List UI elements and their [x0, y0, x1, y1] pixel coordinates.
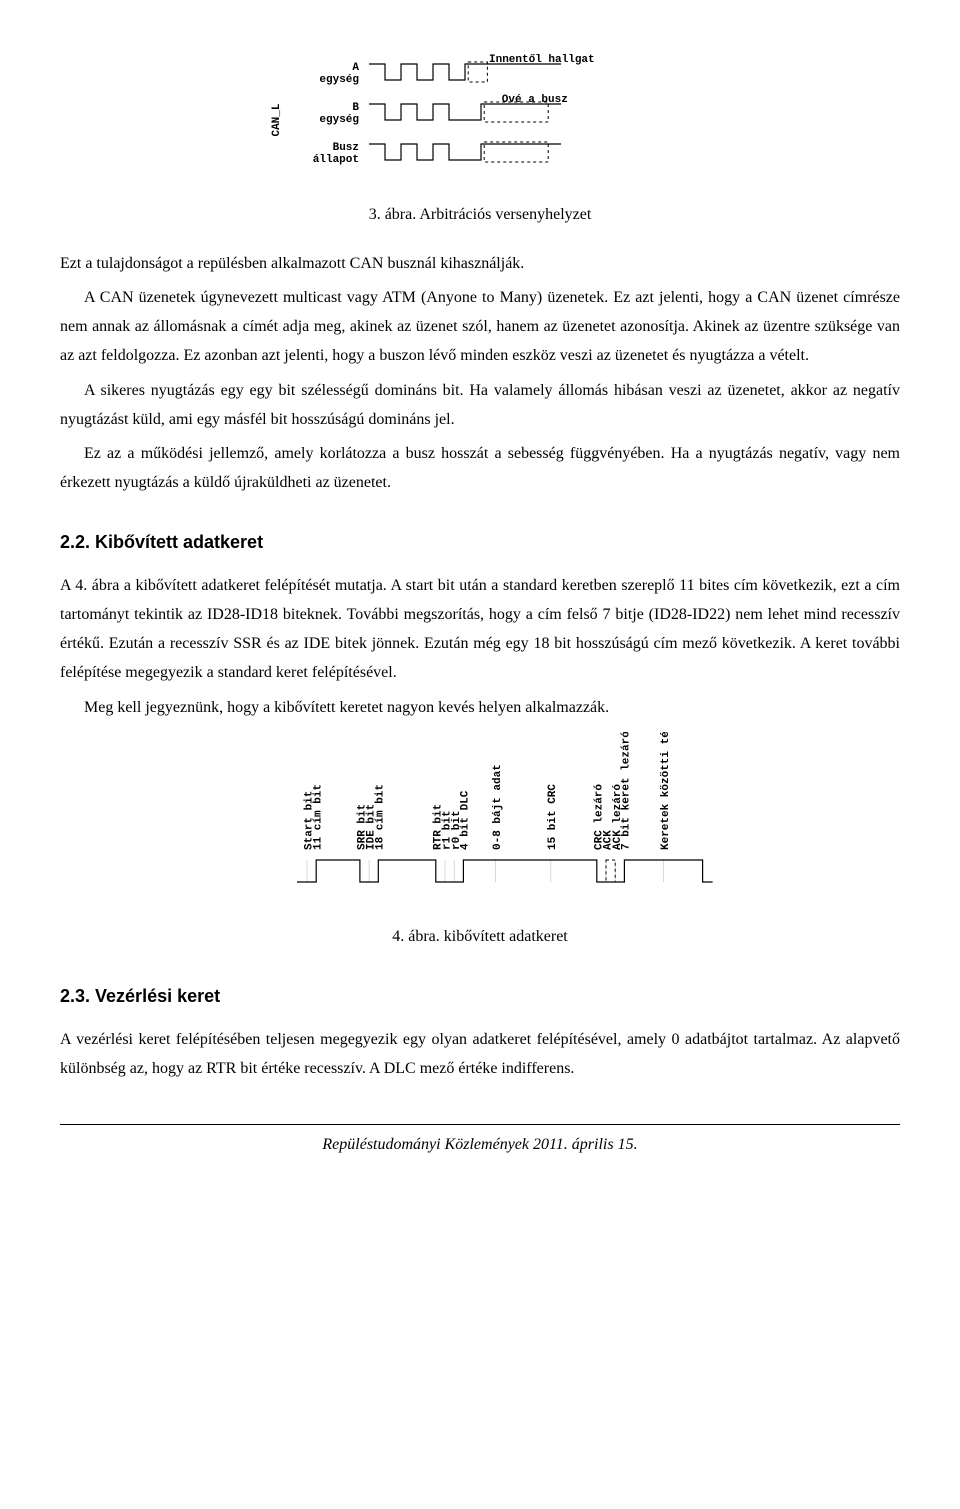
heading-2-3: 2.3. Vezérlési keret: [60, 980, 900, 1012]
body-paragraph: Ez az a működési jellemző, amely korláto…: [60, 440, 900, 498]
svg-text:A: A: [352, 62, 359, 74]
svg-text:egység: egység: [319, 114, 359, 126]
svg-text:Busz: Busz: [333, 142, 359, 154]
svg-text:Innentől hallgat: Innentől hallgat: [489, 54, 595, 66]
body-paragraph: Meg kell jegyeznünk, hogy a kibővített k…: [60, 694, 900, 723]
figure-3-caption: 3. ábra. Arbitrációs versenyhelyzet: [60, 201, 900, 230]
heading-2-2: 2.2. Kibővített adatkeret: [60, 526, 900, 558]
svg-text:Ové a busz: Ové a busz: [502, 94, 568, 106]
body-paragraph: Ezt a tulajdonságot a repülésben alkalma…: [60, 250, 900, 279]
body-paragraph: A CAN üzenetek úgynevezett multicast vag…: [60, 284, 900, 370]
svg-text:7 bit keret lezáró: 7 bit keret lezáró: [621, 732, 633, 850]
figure-3: CAN_L Aegység Innentől hallgat Begység Ové a…: [60, 50, 900, 191]
svg-text:18 cím bit: 18 cím bit: [375, 784, 387, 850]
figure-3-svg: CAN_L Aegység Innentől hallgat Begység Ové a…: [259, 50, 701, 180]
svg-text:állapot: állapot: [313, 154, 359, 166]
body-paragraph: A sikeres nyugtázás egy egy bit szélessé…: [60, 377, 900, 435]
svg-text:15 bit CRC: 15 bit CRC: [547, 784, 559, 850]
figure-4: Start bit11 cím bitSRR bitIDE bit18 cím …: [60, 732, 900, 913]
figure-4-caption: 4. ábra. kibővített adatkeret: [60, 923, 900, 952]
svg-text:Keretek közötti tér: Keretek közötti tér: [660, 732, 672, 850]
body-paragraph: A vezérlési keret felépítésében teljesen…: [60, 1026, 900, 1084]
svg-text:11 cím bit: 11 cím bit: [313, 784, 325, 850]
body-paragraph: A 4. ábra a kibővített adatkeret felépít…: [60, 572, 900, 687]
svg-text:4 bit DLC: 4 bit DLC: [460, 791, 472, 851]
svg-text:CAN_L: CAN_L: [271, 103, 283, 136]
page-footer: Repüléstudományi Közlemények 2011. ápril…: [60, 1124, 900, 1160]
figure-4-svg: Start bit11 cím bitSRR bitIDE bit18 cím …: [237, 732, 723, 902]
svg-text:0-8 bájt adat: 0-8 bájt adat: [492, 765, 504, 851]
section-2-2-paragraphs: A 4. ábra a kibővített adatkeret felépít…: [60, 572, 900, 722]
svg-text:B: B: [352, 102, 359, 114]
svg-text:egység: egység: [319, 74, 359, 86]
paragraphs-block-1: Ezt a tulajdonságot a repülésben alkalma…: [60, 250, 900, 498]
section-2-3-paragraphs: A vezérlési keret felépítésében teljesen…: [60, 1026, 900, 1084]
